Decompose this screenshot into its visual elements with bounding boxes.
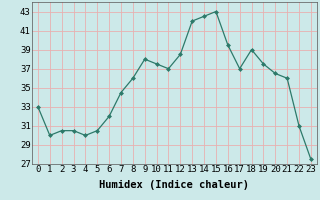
X-axis label: Humidex (Indice chaleur): Humidex (Indice chaleur)	[100, 180, 249, 190]
